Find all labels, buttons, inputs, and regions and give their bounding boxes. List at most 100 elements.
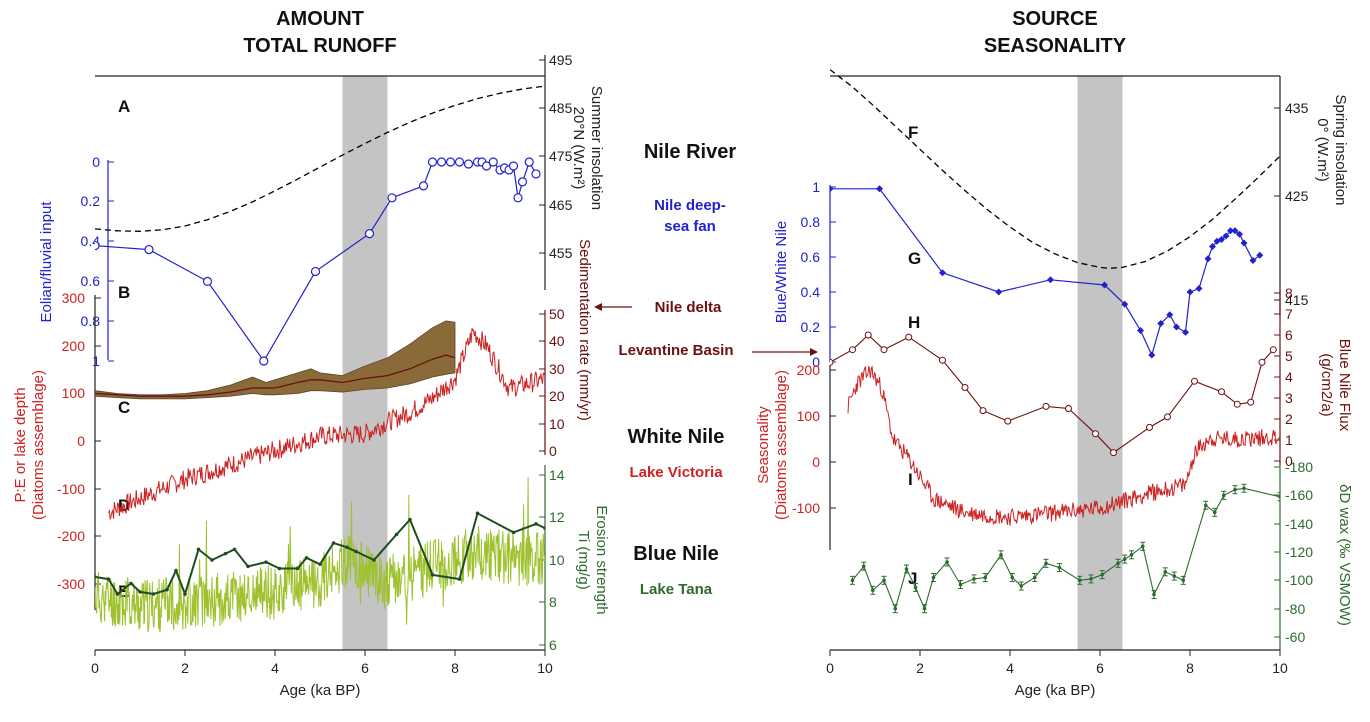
eolian-point: [488, 157, 498, 167]
seasonality-tick: 100: [797, 408, 821, 424]
eolian-point: [202, 276, 213, 286]
left-x-tick: 2: [181, 660, 189, 676]
eolian-point: [445, 157, 456, 167]
eolian-point: [436, 157, 447, 167]
dd-wax-point: [1172, 574, 1177, 578]
flux-tick: 1: [1285, 432, 1293, 448]
dd-wax-point: [972, 577, 976, 581]
blue-nile-flux-point: [1110, 449, 1117, 457]
blue-white-nile-point: [1157, 320, 1165, 327]
white-nile-label: White Nile: [628, 426, 725, 448]
panel-label-b: B: [118, 283, 130, 302]
eolian-point: [531, 169, 541, 179]
dd-axis-label: δD wax (‰ VSMOW): [1336, 484, 1353, 626]
seasonality-tick: -100: [792, 500, 820, 516]
sedimentation-tick: 10: [549, 416, 565, 432]
eolian-point: [387, 193, 397, 203]
dd-wax-point: [945, 560, 949, 564]
ti-tick: 12: [549, 509, 565, 525]
lake-depth-ticks: [95, 297, 101, 585]
blue-nile-flux-point: [849, 346, 856, 354]
nile-delta-arrowhead: [594, 303, 602, 311]
flux-tick: 0: [1285, 453, 1293, 469]
ti-tick: 6: [549, 637, 557, 653]
erosion-point: [511, 530, 516, 535]
blue-white-nile-point: [1182, 328, 1189, 336]
erosion-point: [354, 549, 358, 554]
seasonality-label-2: (Diatoms assemblage): [773, 370, 790, 520]
seasonality-tick: 200: [797, 362, 821, 378]
blue-nile-flux-point: [1258, 358, 1266, 366]
right-x-tick: 6: [1096, 660, 1104, 676]
eolian-point: [481, 161, 492, 171]
eolian-tick: 1: [92, 353, 100, 369]
dd-wax-point: [893, 606, 898, 611]
right-shaded-interval: [1077, 76, 1123, 650]
dd-wax-point: [1242, 486, 1246, 491]
erosion-point: [277, 566, 282, 571]
eolian-series-line: [95, 160, 537, 363]
dd-wax-point: [904, 567, 909, 571]
blue-white-tick: 0: [812, 354, 820, 370]
dd-wax-point: [1116, 561, 1120, 566]
erosion-point: [331, 541, 336, 545]
ti-tick: 8: [549, 594, 557, 610]
blue-nile-flux-point: [1164, 413, 1171, 421]
dd-wax-point: [1129, 553, 1134, 557]
erosion-point: [264, 560, 268, 564]
erosion-point: [543, 526, 545, 530]
eolian-axis-label: Eolian/fluvial input: [38, 201, 55, 323]
panel-label-j: J: [908, 569, 917, 588]
spring-insolation-tick: 425: [1285, 188, 1309, 204]
dd-tick: -180: [1285, 459, 1313, 475]
erosion-point: [174, 568, 178, 573]
spring-insolation-tick: 435: [1285, 100, 1309, 116]
flux-label-1: Blue Nile Flux: [1336, 339, 1353, 432]
blue-white-nile-point: [1186, 288, 1194, 296]
erosion-point: [372, 558, 376, 562]
erosion-point: [196, 547, 201, 552]
dd-wax-point: [1278, 494, 1280, 499]
summer-insolation-label-1: Summer insolation: [588, 86, 605, 210]
sedimentation-uncertainty-band: [95, 320, 456, 400]
erosion-point: [183, 592, 187, 596]
flux-ticks: [1274, 292, 1280, 462]
right-x-tick: 8: [1186, 660, 1194, 676]
eolian-point: [427, 157, 438, 167]
dd-wax-point: [1233, 487, 1237, 492]
left-insolation-ticks: [539, 59, 545, 254]
right-x-tick: 2: [916, 660, 924, 676]
blue-nile-flux-point: [905, 333, 913, 341]
dd-wax-point: [999, 553, 1003, 557]
erosion-point: [534, 522, 538, 526]
blue-nile-flux-point: [1092, 430, 1099, 438]
blue-white-nile-point: [1249, 257, 1257, 264]
sedimentation-series-line: [95, 354, 456, 397]
left-x-tick: 8: [451, 660, 459, 676]
erosion-point: [223, 551, 228, 556]
levantine-basin-label: Levantine Basin: [618, 342, 733, 359]
erosion-label-1: Erosion strength: [593, 505, 610, 614]
dd-wax-point: [1221, 493, 1226, 498]
erosion-point: [430, 573, 435, 577]
eolian-point: [463, 159, 474, 169]
dd-wax-point: [1057, 565, 1062, 570]
blue-white-nile-point: [1209, 243, 1216, 250]
nile-river-label: Nile River: [644, 141, 736, 163]
lake-depth-label-1: P:E or lake depth: [12, 387, 29, 502]
blue-white-nile-point: [1195, 285, 1203, 292]
erosion-point: [304, 556, 309, 560]
right-header-line2: SEASONALITY: [984, 35, 1127, 57]
seasonality-tick: 0: [812, 454, 820, 470]
dd-wax-point: [983, 575, 988, 580]
blue-nile-flux-point: [1233, 400, 1241, 408]
blue-white-nile-point: [1121, 300, 1129, 308]
blue-nile-flux-point: [961, 384, 969, 391]
dd-wax-point: [1203, 503, 1208, 508]
dd-tick: -140: [1285, 516, 1313, 532]
blue-white-tick: 0.2: [801, 319, 821, 335]
sedimentation-tick: 30: [549, 361, 565, 377]
lake-victoria-series-line: [108, 328, 545, 520]
blue-white-ticks: [830, 186, 836, 363]
seasonality-ticks: [830, 369, 836, 509]
